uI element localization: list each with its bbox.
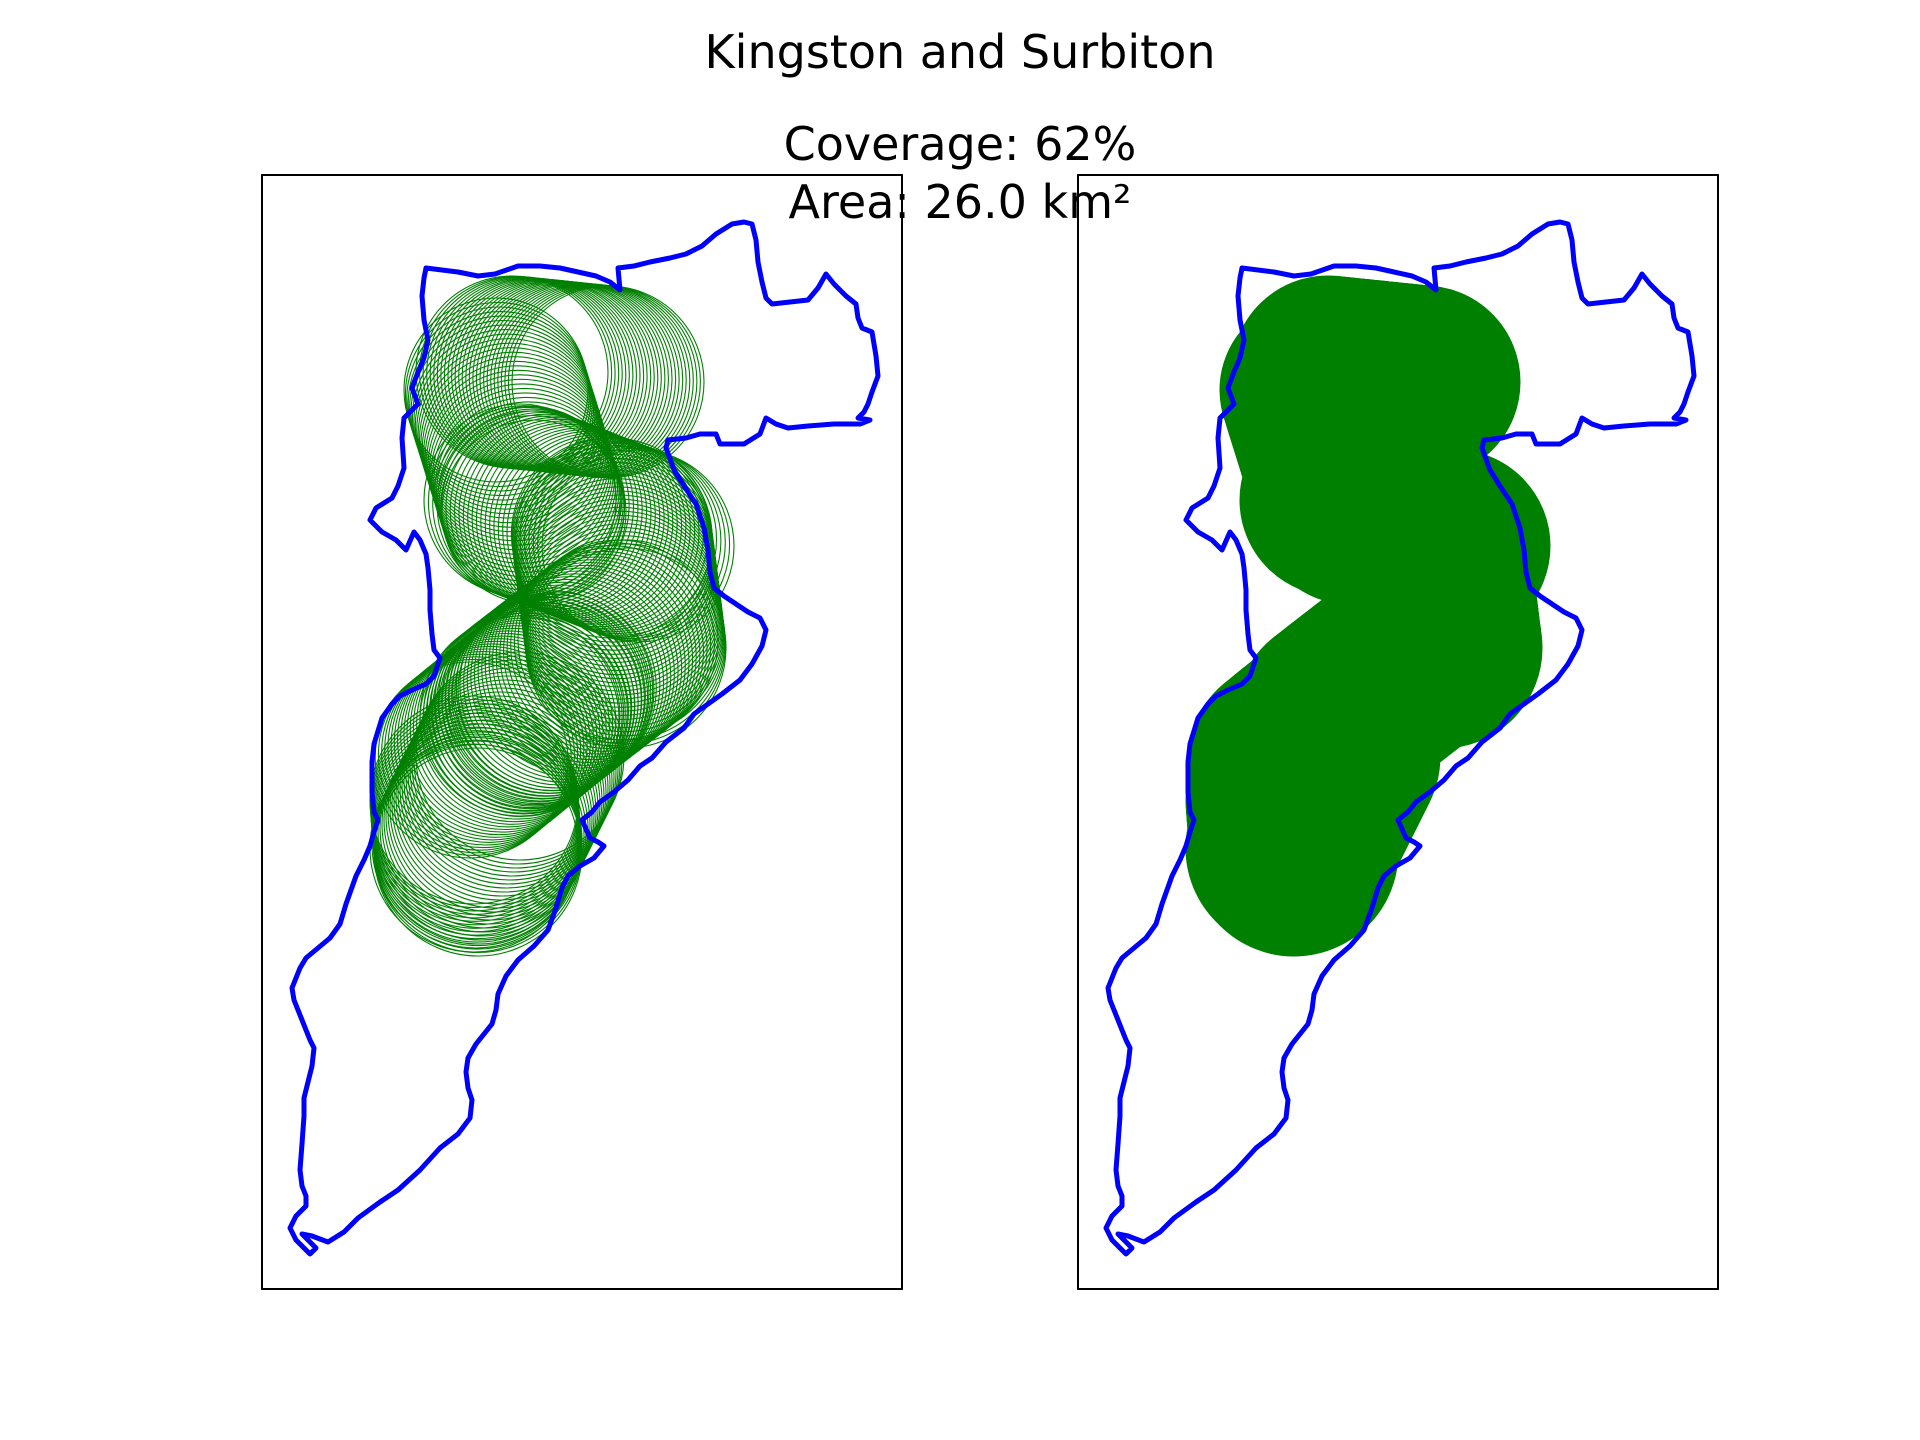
coverage-ring (454, 594, 652, 792)
constituency-boundary (287, 219, 881, 1257)
coverage-ring (502, 434, 696, 628)
coverage-ring (405, 671, 615, 881)
coverage-ring (397, 687, 607, 897)
figure-title: Kingston and Surbiton (704, 25, 1216, 79)
coverage-ring (511, 285, 705, 479)
coverage-ring (407, 311, 593, 497)
coverage-ring (441, 604, 639, 802)
coverage-ring (387, 648, 585, 846)
coverage-ring (399, 683, 609, 893)
coverage-ring (463, 581, 665, 783)
coverage-ring (409, 315, 595, 501)
coverage-ring (393, 643, 591, 841)
coverage-ring (411, 324, 597, 510)
coverage-ring (488, 561, 690, 764)
coverage-ring (525, 547, 727, 749)
map-panel-outline (261, 174, 903, 1290)
coverage-ring (489, 429, 683, 623)
coverage-ring (396, 640, 595, 838)
coverage-ring (457, 591, 655, 789)
coverage-stat: Coverage: 62% (783, 117, 1137, 171)
coverage-ring (419, 622, 617, 820)
map-panel-filled (1077, 174, 1719, 1290)
coverage-ring (401, 679, 611, 889)
coverage-ring (414, 333, 600, 519)
coverage-ring (431, 387, 617, 573)
coverage-ring (403, 297, 589, 483)
coverage-disc (1189, 747, 1399, 957)
coverage-ring (403, 675, 613, 885)
coverage-ring (413, 329, 599, 515)
coverage-ring (523, 442, 718, 636)
coverage-ring (517, 539, 719, 741)
area-stat: Area: 26.0 km² (788, 175, 1132, 229)
coverage-ring (395, 691, 605, 901)
constituency-boundary (1103, 219, 1697, 1257)
coverage-circles (369, 275, 735, 957)
coverage-fill (1185, 275, 1551, 957)
coverage-ring (406, 306, 592, 492)
coverage-ring (373, 747, 583, 957)
coverage-ring (409, 663, 619, 873)
coverage-ring (484, 427, 678, 621)
